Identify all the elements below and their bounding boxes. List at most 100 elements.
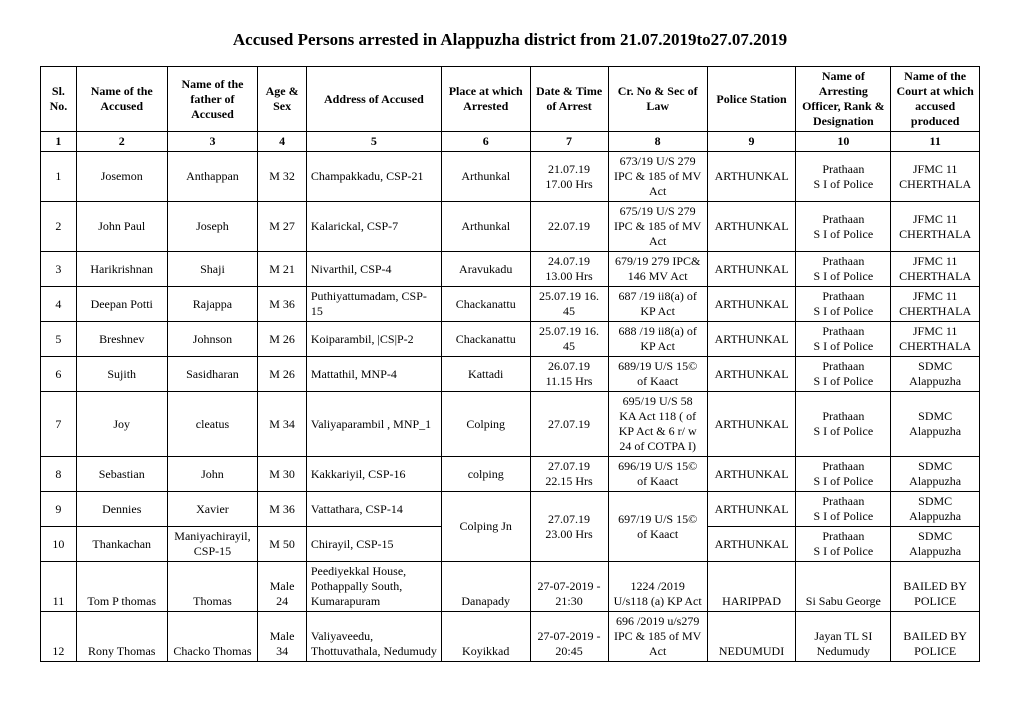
cell: cleatus — [167, 392, 258, 457]
cell: 11 — [41, 562, 77, 612]
cell: 696/19 U/S 15© of Kaact — [608, 457, 707, 492]
cell: 7 — [41, 392, 77, 457]
cell: 675/19 U/S 279 IPC & 185 of MV Act — [608, 202, 707, 252]
cell: 689/19 U/S 15© of Kaact — [608, 357, 707, 392]
cell: 10 — [41, 527, 77, 562]
cell: 27.07.19 22.15 Hrs — [530, 457, 608, 492]
table-row: 8SebastianJohnM 30Kakkariyil, CSP-16colp… — [41, 457, 980, 492]
cell: JFMC 11 CHERTHALA — [891, 287, 980, 322]
cell: Kattadi — [441, 357, 530, 392]
table-row: 5BreshnevJohnsonM 26Koiparambil, |CS|P-2… — [41, 322, 980, 357]
cell: Tom P thomas — [76, 562, 167, 612]
cell: John Paul — [76, 202, 167, 252]
cell: M 36 — [258, 492, 307, 527]
cell: Sasidharan — [167, 357, 258, 392]
col-header: Date & Time of Arrest — [530, 67, 608, 132]
table-row: 2John PaulJosephM 27Kalarickal, CSP-7Art… — [41, 202, 980, 252]
cell: PrathaanS I of Police — [796, 492, 891, 527]
cell: JFMC 11 CHERTHALA — [891, 252, 980, 287]
cell: 695/19 U/S 58 KA Act 118 ( of KP Act & 6… — [608, 392, 707, 457]
cell: Josemon — [76, 152, 167, 202]
cell: M 26 — [258, 322, 307, 357]
cell: 27.07.19 23.00 Hrs — [530, 492, 608, 562]
cell: 679/19 279 IPC& 146 MV Act — [608, 252, 707, 287]
cell: PrathaanS I of Police — [796, 357, 891, 392]
cell: M 50 — [258, 527, 307, 562]
cell: 27-07-2019 - 21:30 — [530, 562, 608, 612]
cell: 27-07-2019 - 20:45 — [530, 612, 608, 662]
table-row: 9DenniesXavierM 36Vattathara, CSP-14Colp… — [41, 492, 980, 527]
cell: Male 24 — [258, 562, 307, 612]
cell: Colping Jn — [441, 492, 530, 562]
cell: Valiyaveedu, Thottuvathala, Nedumudy — [306, 612, 441, 662]
cell: 24.07.19 13.00 Hrs — [530, 252, 608, 287]
cell: Arthunkal — [441, 152, 530, 202]
cell: JFMC 11 CHERTHALA — [891, 322, 980, 357]
cell: Joy — [76, 392, 167, 457]
cell: Jayan TL SI Nedumudy — [796, 612, 891, 662]
cell: Si Sabu George — [796, 562, 891, 612]
cell: Dennies — [76, 492, 167, 527]
cell: Aravukadu — [441, 252, 530, 287]
cell: 697/19 U/S 15© of Kaact — [608, 492, 707, 562]
col-header: Address of Accused — [306, 67, 441, 132]
col-header: Name of the Court at which accused produ… — [891, 67, 980, 132]
cell: 1224 /2019 U/s118 (a) KP Act — [608, 562, 707, 612]
cell: Colping — [441, 392, 530, 457]
cell: ARTHUNKAL — [707, 392, 796, 457]
col-header: Name of the father of Accused — [167, 67, 258, 132]
cell: Breshnev — [76, 322, 167, 357]
cell: ARTHUNKAL — [707, 492, 796, 527]
cell: Chackanattu — [441, 287, 530, 322]
header-row: Sl. No. Name of the Accused Name of the … — [41, 67, 980, 132]
table-row: 6SujithSasidharanM 26Mattathil, MNP-4Kat… — [41, 357, 980, 392]
cell: 696 /2019 u/s279 IPC & 185 of MV Act — [608, 612, 707, 662]
cell: BAILED BY POLICE — [891, 562, 980, 612]
cell: ARTHUNKAL — [707, 252, 796, 287]
cell: Xavier — [167, 492, 258, 527]
cell: PrathaanS I of Police — [796, 202, 891, 252]
cell: BAILED BY POLICE — [891, 612, 980, 662]
cell: JFMC 11 CHERTHALA — [891, 202, 980, 252]
col-number: 9 — [707, 132, 796, 152]
cell: PrathaanS I of Police — [796, 252, 891, 287]
cell: ARTHUNKAL — [707, 322, 796, 357]
cell: Valiyaparambil , MNP_1 — [306, 392, 441, 457]
cell: 687 /19 ii8(a) of KP Act — [608, 287, 707, 322]
col-number: 4 — [258, 132, 307, 152]
cell: ARTHUNKAL — [707, 527, 796, 562]
cell: Puthiyattumadam, CSP-15 — [306, 287, 441, 322]
cell: Thomas — [167, 562, 258, 612]
cell: Rony Thomas — [76, 612, 167, 662]
col-number: 3 — [167, 132, 258, 152]
cell: PrathaanS I of Police — [796, 322, 891, 357]
col-header: Name of the Accused — [76, 67, 167, 132]
table-row: 11Tom P thomasThomasMale 24Peediyekkal H… — [41, 562, 980, 612]
cell: Champakkadu, CSP-21 — [306, 152, 441, 202]
cell: John — [167, 457, 258, 492]
cell: SDMC Alappuzha — [891, 492, 980, 527]
col-number: 8 — [608, 132, 707, 152]
cell: Danapady — [441, 562, 530, 612]
cell: Mattathil, MNP-4 — [306, 357, 441, 392]
cell: Sujith — [76, 357, 167, 392]
cell: Kalarickal, CSP-7 — [306, 202, 441, 252]
cell: Johnson — [167, 322, 258, 357]
cell: Chirayil, CSP-15 — [306, 527, 441, 562]
cell: 26.07.19 11.15 Hrs — [530, 357, 608, 392]
col-header: Sl. No. — [41, 67, 77, 132]
cell: 25.07.19 16. 45 — [530, 322, 608, 357]
cell: Koiparambil, |CS|P-2 — [306, 322, 441, 357]
arrest-table: Sl. No. Name of the Accused Name of the … — [40, 66, 980, 662]
cell: Vattathara, CSP-14 — [306, 492, 441, 527]
page-title: Accused Persons arrested in Alappuzha di… — [40, 30, 980, 50]
cell: 688 /19 ii8(a) of KP Act — [608, 322, 707, 357]
cell: PrathaanS I of Police — [796, 527, 891, 562]
cell: ARTHUNKAL — [707, 152, 796, 202]
cell: 4 — [41, 287, 77, 322]
cell: 8 — [41, 457, 77, 492]
cell: Male 34 — [258, 612, 307, 662]
col-header: Name of Arresting Officer, Rank & Design… — [796, 67, 891, 132]
cell: M 21 — [258, 252, 307, 287]
cell: 25.07.19 16. 45 — [530, 287, 608, 322]
